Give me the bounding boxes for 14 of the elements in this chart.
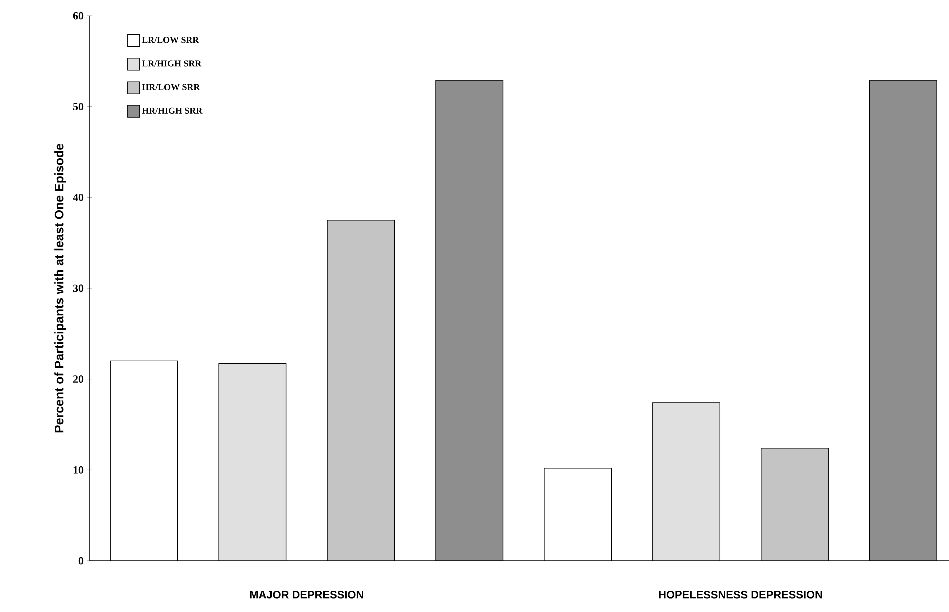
y-axis-title: Percent of Participants with at least One Episode: [54, 144, 66, 433]
y-tick-label: 10: [74, 466, 84, 474]
legend-label: HR/LOW SRR: [142, 84, 200, 90]
x-tick-label: HOPELESSNESS DEPRESSION: [659, 591, 822, 599]
y-tick-label: 0: [78, 557, 84, 565]
y-tick-label: 40: [73, 194, 84, 202]
y-tick-label: 20: [73, 376, 84, 384]
y-tick-label: 50: [73, 103, 84, 111]
legend-label: LR/HIGH SRR: [142, 60, 202, 67]
legend-label: LR/LOW SRR: [142, 37, 200, 44]
x-tick-label: MAJOR DEPRESSION: [250, 591, 364, 599]
legend-label: HR/HIGH SRR: [142, 108, 203, 114]
y-tick-label: 60: [73, 12, 84, 20]
y-tick-label: 30: [73, 284, 84, 292]
